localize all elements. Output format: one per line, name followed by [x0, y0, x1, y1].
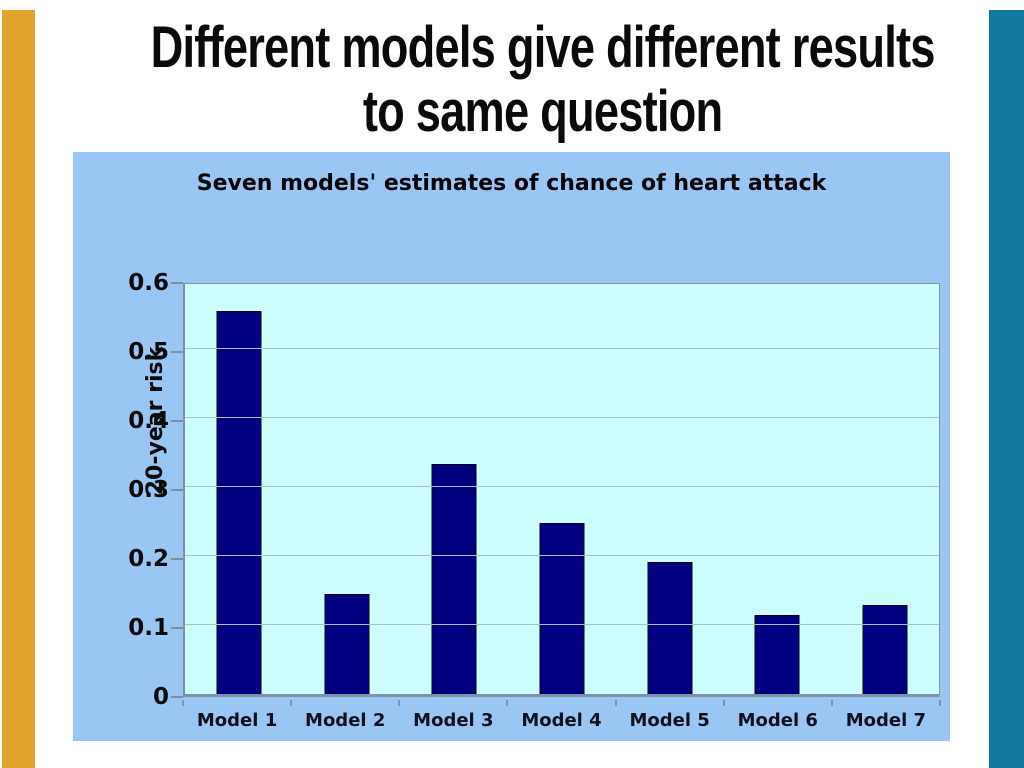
x-axis-label: Model 3 [413, 710, 494, 731]
right-accent-bar [989, 10, 1024, 768]
y-tick-label: 0.6 [128, 270, 169, 296]
plot-area [183, 283, 940, 697]
bars-group [185, 284, 939, 694]
bar-cell [400, 284, 508, 694]
bar-cell [616, 284, 724, 694]
y-tick-mark [171, 420, 183, 422]
x-axis-label: Model 1 [196, 710, 278, 731]
x-axis-label: Model 4 [521, 710, 602, 731]
slide-title-text: Different models give different results … [150, 15, 936, 144]
gridline [185, 348, 939, 349]
x-axis-labels: Model 1 Model 2 Model 3 Model 4 Model 5 Model… [183, 708, 940, 738]
bar-cell [831, 284, 939, 694]
x-axis-label: Model 2 [305, 710, 386, 731]
bar-model-5 [647, 562, 693, 694]
x-tick-mark [722, 700, 725, 706]
y-tick-label: 0.3 [128, 477, 169, 503]
bar-cell [508, 284, 616, 694]
y-tick-mark [171, 627, 183, 629]
chart-container: Seven models' estimates of chance of hea… [73, 152, 950, 741]
x-tick-mark [830, 700, 833, 706]
x-axis-label: Model 5 [629, 710, 710, 731]
gridline [185, 417, 939, 418]
bar-model-4 [539, 523, 585, 694]
y-tick-mark [171, 696, 183, 698]
gridline [185, 624, 939, 625]
x-tick-mark [182, 700, 184, 706]
y-tick-label: 0.2 [128, 546, 169, 572]
x-axis-label: Model 7 [845, 710, 927, 731]
y-tick-label: 0.5 [128, 339, 169, 365]
left-accent-bar [2, 10, 35, 768]
bar-cell [293, 284, 401, 694]
bar-cell [724, 284, 832, 694]
bar-cell [185, 284, 293, 694]
x-axis-label: Model 6 [737, 710, 818, 731]
x-tick-mark [614, 700, 617, 706]
y-tick-mark [171, 489, 183, 491]
y-tick-label: 0.1 [128, 615, 169, 641]
gridline [185, 486, 939, 487]
bar-model-7 [862, 605, 908, 694]
gridline [185, 555, 939, 556]
y-tick-label: 0 [152, 684, 169, 710]
bar-model-1 [216, 311, 262, 694]
bar-model-2 [324, 594, 370, 694]
slide-title: Different models give different results … [40, 16, 984, 144]
slide-title-line1: Different models give different results [150, 15, 936, 80]
y-tick-label: 0.4 [128, 408, 169, 434]
y-tick-mark [171, 351, 183, 353]
chart-title: Seven models' estimates of chance of hea… [196, 171, 827, 196]
y-tick-mark [171, 282, 183, 284]
x-tick-mark [290, 700, 293, 706]
bar-model-6 [754, 614, 800, 694]
bar-model-3 [431, 464, 477, 694]
y-tick-mark [171, 558, 183, 560]
x-tick-mark [939, 700, 941, 706]
slide-title-line2: to same question [362, 79, 723, 144]
x-tick-mark [398, 700, 401, 706]
x-tick-mark [506, 700, 509, 706]
